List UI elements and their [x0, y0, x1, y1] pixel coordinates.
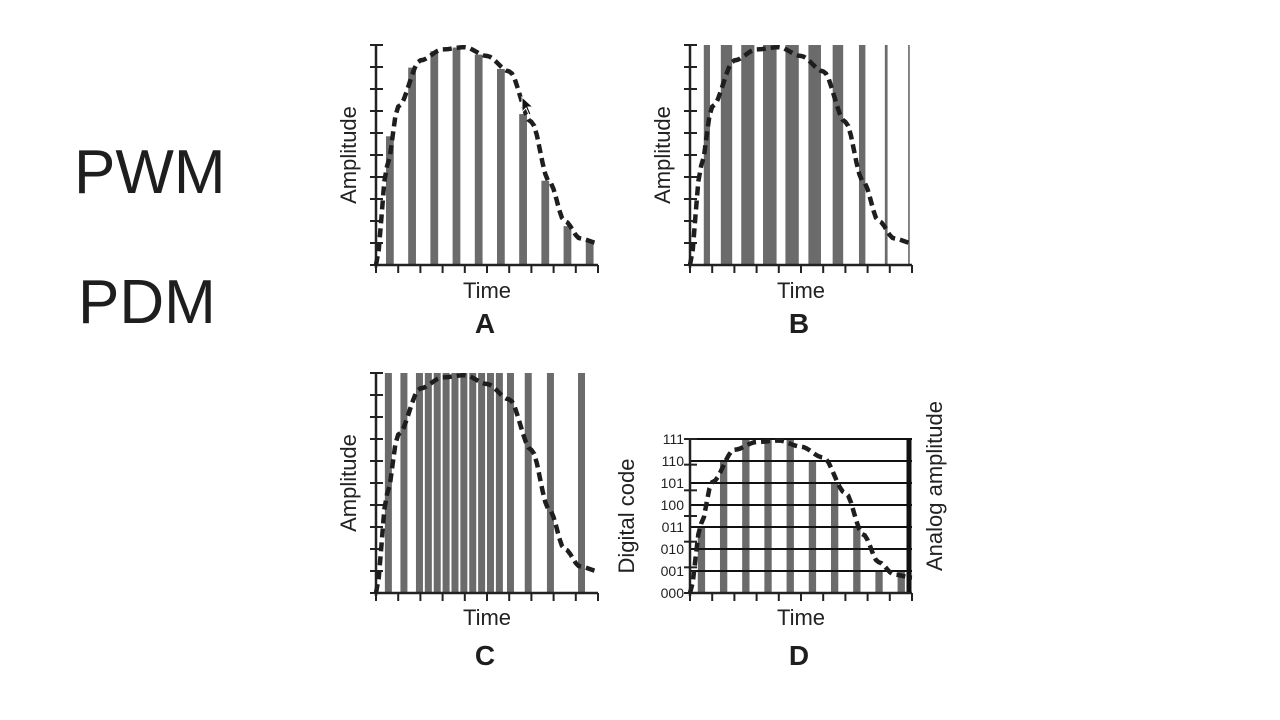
pwm-bar: [385, 136, 394, 265]
panel-letter: B: [789, 308, 809, 339]
pwm-bar: [785, 45, 799, 265]
pdm-pulse: [442, 373, 450, 593]
pcm-bar: [897, 571, 905, 593]
pwm-bar: [541, 180, 550, 265]
y-axis-label: Amplitude: [336, 434, 361, 532]
analog-signal-curve: [373, 372, 599, 594]
pcm-bar: [764, 439, 772, 593]
digital-code-label: 110: [662, 453, 685, 469]
analog-signal-curve: [687, 438, 913, 594]
pcm-bar: [875, 571, 883, 593]
digital-code-label: 011: [662, 519, 685, 535]
pdm-pulse: [578, 373, 586, 593]
pdm-pulse: [460, 373, 468, 593]
panel-letter: C: [475, 640, 495, 671]
pwm-bar: [858, 45, 866, 265]
pwm-bar: [703, 45, 710, 265]
mouse-cursor-icon: [521, 96, 535, 116]
panel-letter: A: [475, 308, 495, 339]
panel-d: 000 001 010 011 100 101 110 111 Time D Digital cod…: [614, 401, 947, 671]
panel-letter: D: [789, 640, 809, 671]
pdm-pulse: [506, 373, 514, 593]
right-axis-label: Analog amplitude: [922, 401, 947, 571]
pwm-bar: [720, 45, 733, 265]
x-axis-label: Time: [777, 605, 825, 630]
pwm-bar: [585, 241, 594, 265]
digital-code-label: 101: [661, 475, 685, 491]
pdm-pulse: [487, 373, 494, 593]
pdm-label: PDM: [78, 268, 216, 337]
pwm-bar: [884, 45, 888, 265]
pcm-bar: [697, 527, 706, 593]
pcm-bar: [786, 439, 794, 593]
pwm-bar: [452, 47, 461, 266]
panel-c: Time C Amplitude: [336, 372, 599, 671]
pdm-pulse: [415, 373, 423, 593]
pwm-bar: [741, 45, 755, 265]
pcm-bar: [853, 527, 861, 593]
pcm-bar: [830, 483, 839, 593]
y-axis-label: Amplitude: [336, 106, 361, 204]
digital-code-label: 100: [661, 497, 685, 513]
digital-code-label: 010: [661, 541, 685, 557]
pwm-bar: [496, 68, 505, 266]
y-axis-label: Digital code: [614, 459, 639, 574]
analog-signal-curve: [687, 44, 913, 266]
x-axis-label: Time: [777, 278, 825, 303]
pwm-bar: [563, 226, 572, 265]
pdm-pulse: [433, 373, 441, 593]
panel-a: Time A Amplitude: [336, 44, 599, 339]
digital-code-label: 111: [663, 431, 684, 447]
pdm-pulse: [384, 373, 392, 593]
pwm-label: PWM: [74, 138, 226, 207]
pwm-bar: [474, 54, 483, 265]
pdm-pulse: [451, 373, 459, 593]
digital-code-label: 000: [661, 585, 685, 601]
pwm-bar: [519, 114, 527, 265]
y-axis-label: Amplitude: [650, 106, 675, 204]
x-axis-label: Time: [463, 605, 511, 630]
pwm-bar: [408, 67, 416, 266]
pdm-pulse: [400, 373, 408, 593]
panel-b: Time B Amplitude: [650, 44, 913, 339]
pdm-pulse: [478, 373, 486, 593]
pdm-pulse: [495, 373, 503, 593]
pwm-bar: [908, 45, 910, 265]
pwm-bar: [763, 45, 777, 265]
analog-signal-curve: [373, 44, 599, 266]
x-axis-label: Time: [463, 278, 511, 303]
pwm-bar: [430, 51, 439, 266]
pwm-bar: [832, 45, 844, 265]
digital-code-label: 001: [661, 563, 685, 579]
pcm-bar: [742, 439, 750, 593]
pdm-pulse: [546, 373, 554, 593]
pdm-pulse: [524, 373, 532, 593]
pwm-bar: [808, 45, 821, 265]
pdm-pulse: [469, 373, 477, 593]
pdm-pulse: [424, 373, 432, 593]
